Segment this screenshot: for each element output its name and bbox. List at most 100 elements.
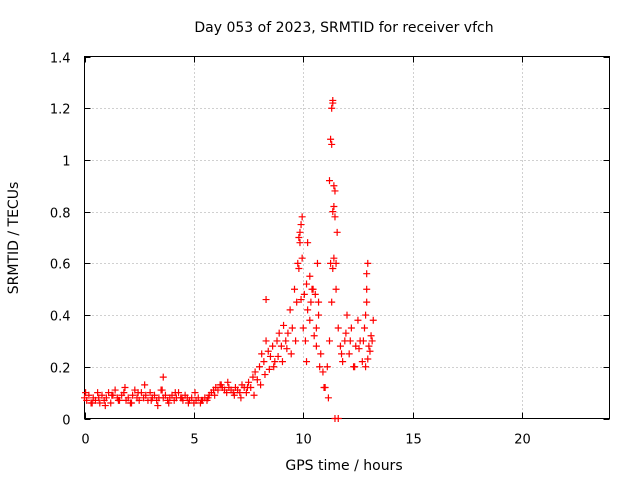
data-point bbox=[332, 285, 340, 293]
data-point bbox=[334, 415, 342, 422]
data-point bbox=[278, 358, 286, 366]
data-point bbox=[328, 140, 336, 148]
data-point bbox=[271, 358, 279, 366]
data-point bbox=[324, 394, 332, 402]
data-points bbox=[81, 96, 377, 422]
data-point bbox=[245, 378, 253, 386]
data-point bbox=[292, 337, 300, 345]
data-point bbox=[256, 363, 263, 371]
y-tick-label: 1.4 bbox=[50, 52, 71, 67]
data-point bbox=[188, 394, 196, 402]
data-point bbox=[249, 373, 257, 381]
data-point bbox=[343, 311, 351, 319]
data-point bbox=[257, 381, 265, 389]
data-point bbox=[288, 324, 296, 332]
data-point bbox=[134, 389, 142, 397]
chart-title: Day 053 of 2023, SRMTID for receiver vfc… bbox=[194, 20, 493, 36]
x-tick-label: 10 bbox=[295, 433, 312, 448]
data-point bbox=[300, 290, 308, 298]
data-point bbox=[204, 394, 212, 402]
data-point bbox=[327, 135, 335, 143]
data-point bbox=[291, 285, 298, 293]
data-point bbox=[310, 332, 318, 340]
data-point bbox=[111, 386, 119, 394]
data-point bbox=[346, 337, 354, 345]
data-point bbox=[367, 332, 375, 340]
data-point bbox=[135, 396, 143, 404]
data-point bbox=[280, 321, 288, 329]
data-point bbox=[274, 352, 282, 360]
data-point bbox=[253, 376, 261, 384]
data-point bbox=[295, 265, 303, 273]
data-point bbox=[332, 259, 340, 267]
data-point bbox=[114, 396, 122, 404]
data-point bbox=[260, 358, 268, 366]
data-point bbox=[283, 345, 291, 353]
data-point bbox=[339, 358, 347, 366]
data-point bbox=[307, 298, 315, 306]
data-point bbox=[328, 104, 336, 112]
data-point bbox=[301, 337, 309, 345]
data-point bbox=[88, 399, 96, 407]
data-point bbox=[328, 298, 336, 306]
y-tick-label: 0.4 bbox=[50, 310, 71, 325]
data-point bbox=[158, 386, 166, 394]
data-point bbox=[345, 350, 353, 358]
data-point bbox=[309, 285, 317, 293]
data-point bbox=[184, 399, 192, 407]
data-point bbox=[351, 363, 359, 371]
data-point bbox=[363, 270, 371, 278]
plot-frame bbox=[84, 56, 610, 419]
data-point bbox=[101, 402, 109, 410]
data-point bbox=[315, 298, 323, 306]
data-point bbox=[198, 396, 206, 404]
data-point bbox=[333, 228, 341, 236]
data-point bbox=[320, 383, 328, 391]
data-point bbox=[365, 342, 373, 350]
tick-marks bbox=[84, 56, 610, 420]
data-point bbox=[107, 399, 115, 407]
data-point bbox=[316, 363, 324, 371]
y-tick-label: 1 bbox=[62, 155, 70, 170]
data-point bbox=[275, 329, 283, 337]
data-point bbox=[363, 285, 371, 293]
y-axis-label: SRMTID / TECUs bbox=[6, 182, 22, 295]
data-point bbox=[326, 337, 333, 345]
data-point bbox=[313, 259, 321, 267]
data-point bbox=[242, 389, 250, 397]
data-point bbox=[171, 389, 179, 397]
data-point bbox=[354, 316, 362, 324]
data-point bbox=[223, 389, 231, 397]
grid-lines bbox=[84, 56, 610, 419]
data-point bbox=[165, 399, 173, 407]
data-point bbox=[277, 342, 285, 350]
data-point bbox=[331, 213, 339, 221]
data-point bbox=[96, 399, 104, 407]
data-point bbox=[94, 389, 102, 397]
data-point bbox=[361, 324, 368, 332]
data-point bbox=[330, 254, 338, 262]
data-point bbox=[108, 391, 116, 399]
data-point bbox=[142, 391, 150, 399]
data-point bbox=[323, 363, 331, 371]
data-point bbox=[159, 373, 167, 381]
y-tick-label: 0.8 bbox=[50, 207, 71, 222]
data-point bbox=[237, 394, 245, 402]
data-point bbox=[326, 177, 333, 185]
data-point bbox=[368, 337, 376, 345]
data-point bbox=[312, 342, 320, 350]
data-point bbox=[151, 391, 158, 399]
data-point bbox=[230, 391, 238, 399]
data-point bbox=[262, 296, 270, 304]
data-point bbox=[358, 358, 366, 366]
data-point bbox=[297, 296, 305, 304]
data-point bbox=[296, 239, 304, 247]
data-point bbox=[363, 298, 371, 306]
data-point bbox=[154, 402, 162, 410]
data-point bbox=[304, 306, 312, 314]
data-point bbox=[284, 329, 292, 337]
data-point bbox=[120, 389, 128, 397]
data-point bbox=[282, 337, 290, 345]
data-point bbox=[294, 259, 302, 267]
data-point bbox=[362, 363, 370, 371]
